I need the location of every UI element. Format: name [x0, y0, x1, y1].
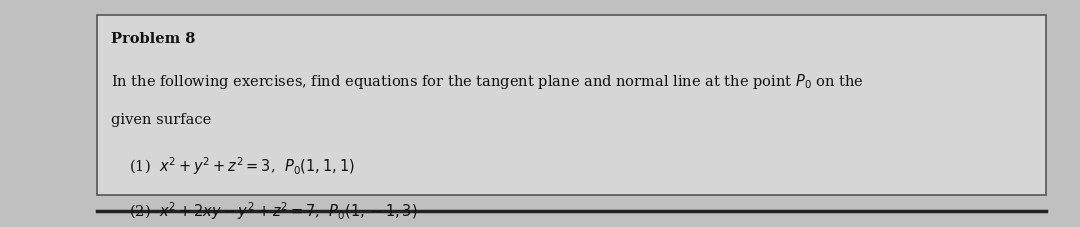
- Text: In the following exercises, find equations for the tangent plane and normal line: In the following exercises, find equatio…: [111, 72, 864, 91]
- Text: (2)  $x^2 + 2xy - y^2 + z^2 = 7$,  $P_0(1, -1, 3)$: (2) $x^2 + 2xy - y^2 + z^2 = 7$, $P_0(1,…: [130, 200, 418, 222]
- FancyBboxPatch shape: [97, 16, 1045, 195]
- Text: given surface: given surface: [111, 112, 212, 126]
- Text: (1)  $x^2 + y^2 + z^2 = 3$,  $P_0(1, 1, 1)$: (1) $x^2 + y^2 + z^2 = 3$, $P_0(1, 1, 1)…: [130, 155, 355, 177]
- Text: Problem 8: Problem 8: [111, 32, 195, 45]
